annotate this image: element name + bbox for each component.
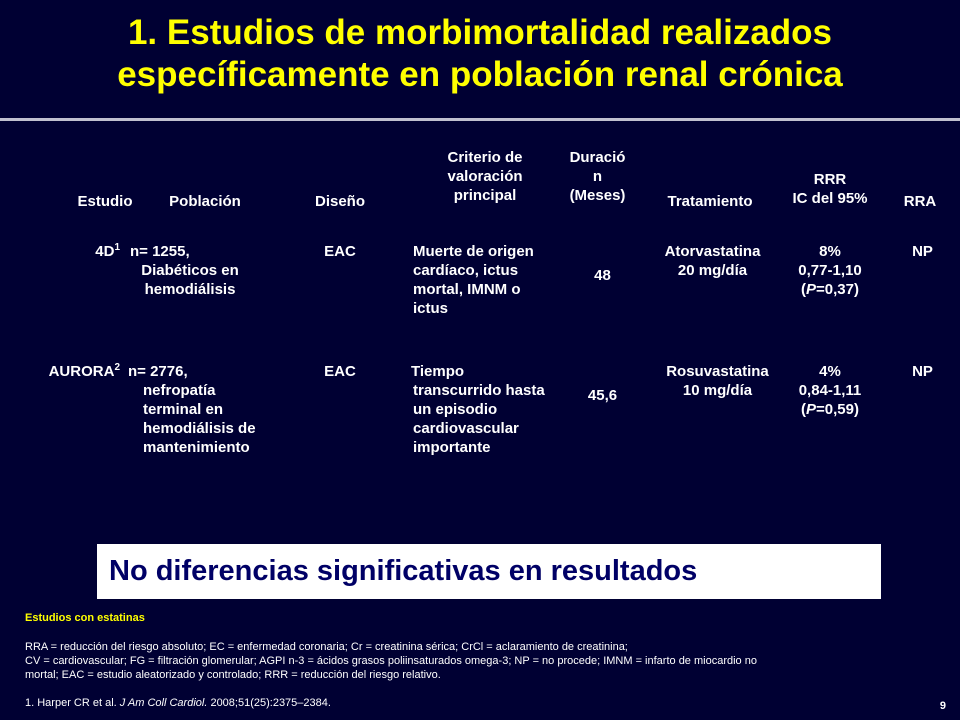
slide-title: 1. Estudios de morbimortalidad realizado… (0, 12, 960, 96)
endpoint-rest: transcurrido hasta un episodio cardiovas… (413, 382, 545, 456)
conclusion-banner: No diferencias significativas en resulta… (97, 544, 881, 599)
p-letter: P (806, 401, 817, 418)
footer-tag: Estudios con estatinas (25, 612, 145, 624)
reference-prefix: 1. Harper CR et al. (25, 697, 120, 709)
reference: 1. Harper CR et al. J Am Coll Cardiol. 2… (25, 697, 331, 709)
population-description: Diabéticos en hemodiálisis (141, 262, 239, 298)
legend-line-1: RRA = reducción del riesgo absoluto; EC … (25, 641, 628, 653)
header-poblacion: Población (169, 193, 241, 210)
rrr-value: 8% (819, 243, 841, 260)
title-line-2: específicamente en población renal cróni… (117, 55, 843, 94)
rrr-ci: 0,77-1,10 (798, 262, 862, 279)
cell-diseno: EAC (324, 363, 356, 380)
legend-line-3: mortal; EAC = estudio aleatorizado y con… (25, 669, 441, 681)
endpoint-first-line: Muerte de origen (413, 243, 534, 260)
population-size: n= 2776, (128, 363, 188, 380)
study-name: 4D (95, 243, 115, 260)
endpoint-rest: cardíaco, ictus mortal, IMNM o ictus (413, 262, 521, 317)
cell-criterio: Tiempo transcurrido hasta un episodio ca… (411, 362, 571, 457)
endpoint-first-line: Tiempo (411, 363, 465, 380)
cell-tratamiento: Atorvastatina 20 mg/día (664, 243, 761, 279)
p-open: ( (801, 281, 807, 298)
cell-estudio: 4D1 (40, 242, 120, 261)
population-size: n= 1255, (130, 243, 190, 260)
header-tratamiento: Tratamiento (667, 193, 753, 210)
cell-tratamiento: Rosuvastatina 10 mg/día (666, 363, 769, 399)
cell-rra: NP (912, 363, 933, 380)
header-estudio: Estudio (77, 193, 133, 210)
cell-duracion: 45,6 (587, 387, 618, 404)
population-description: nefropatía terminal en hemodiálisis de m… (143, 382, 256, 456)
rrr-p-value: (P=0,59) (780, 400, 880, 419)
cell-diseno: EAC (324, 243, 356, 260)
cell-poblacion: n= 1255, Diabéticos en hemodiálisis (130, 242, 280, 299)
cell-rrr: 4% 0,84-1,11 (P=0,59) (780, 362, 880, 419)
cell-rra: NP (912, 243, 933, 260)
header-diseno: Diseño (314, 193, 365, 210)
study-name: AURORA (48, 363, 115, 380)
title-line-1: 1. Estudios de morbimortalidad realizado… (127, 13, 833, 52)
p-rest: =0,59) (816, 401, 859, 418)
cell-rrr: 8% 0,77-1,10 (P=0,37) (780, 242, 880, 299)
study-reference: 1 (114, 242, 120, 253)
header-criterio: Criterio de valoración principal (447, 149, 523, 204)
page-number: 9 (939, 700, 946, 712)
header-rrr: RRR IC del 95% (792, 171, 868, 207)
abbreviation-legend: RRA = reducción del riesgo absoluto; EC … (25, 640, 925, 682)
rrr-ci: 0,84-1,11 (798, 382, 862, 399)
legend-line-2: CV = cardiovascular; FG = filtración glo… (25, 655, 757, 667)
header-duracion: Duració n (Meses) (569, 149, 626, 204)
reference-suffix: 2008;51(25):2375–2384. (207, 697, 331, 709)
header-rra: RRA (903, 193, 937, 210)
cell-estudio: AURORA2 (10, 362, 120, 381)
p-letter: P (806, 281, 817, 298)
cell-duracion: 48 (594, 267, 611, 284)
rrr-value: 4% (819, 363, 841, 380)
rrr-p-value: (P=0,37) (780, 280, 880, 299)
cell-criterio: Muerte de origen cardíaco, ictus mortal,… (413, 242, 573, 318)
p-open: ( (801, 401, 807, 418)
cell-poblacion: n= 2776, nefropatía terminal en hemodiál… (128, 362, 288, 457)
study-reference: 2 (114, 362, 120, 373)
reference-journal: J Am Coll Cardiol. (119, 697, 208, 709)
p-rest: =0,37) (816, 281, 859, 298)
title-divider (0, 118, 960, 121)
